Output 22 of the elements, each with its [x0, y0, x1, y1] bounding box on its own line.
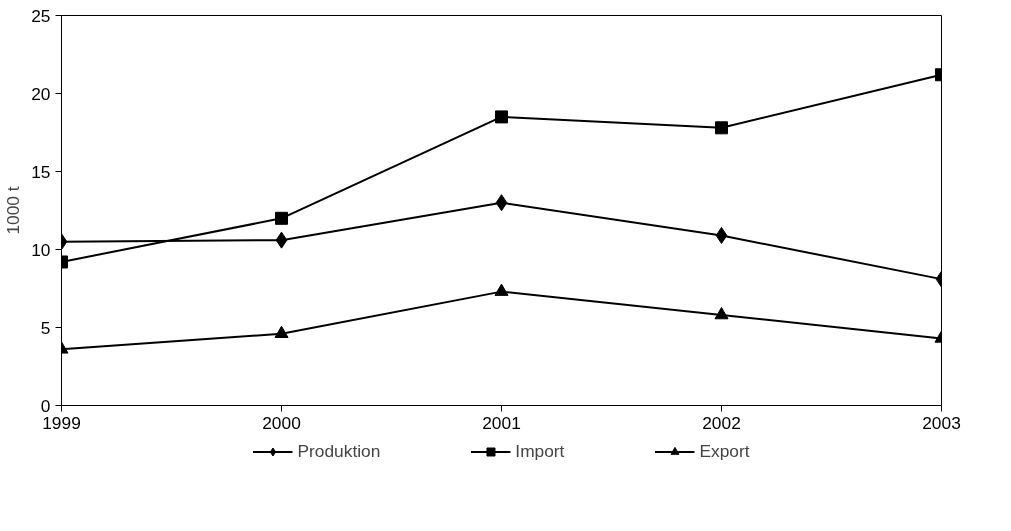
- point: [715, 121, 728, 135]
- legend-label: Export: [699, 440, 750, 462]
- legend-label: Produktion: [297, 440, 381, 462]
- point: [494, 283, 509, 296]
- y-tick-label: 25: [31, 5, 51, 26]
- legend-label: Import: [515, 440, 565, 462]
- y-axis-title: 1000 t: [3, 186, 24, 235]
- x-tick-label: 2003: [922, 412, 961, 433]
- y-tick-label: 5: [40, 317, 51, 338]
- x-tick-label: 2000: [262, 412, 301, 433]
- point: [715, 226, 728, 244]
- x-tick-label: 2001: [482, 412, 521, 433]
- y-tick-label: 10: [31, 239, 51, 260]
- point: [274, 325, 289, 338]
- y-tick-label: 15: [31, 161, 51, 182]
- point: [495, 194, 508, 212]
- point: [714, 307, 729, 320]
- point: [495, 110, 508, 124]
- point: [275, 231, 288, 249]
- point: [275, 211, 288, 225]
- x-tick-label: 2002: [702, 412, 741, 433]
- y-tick-label: 20: [31, 83, 51, 104]
